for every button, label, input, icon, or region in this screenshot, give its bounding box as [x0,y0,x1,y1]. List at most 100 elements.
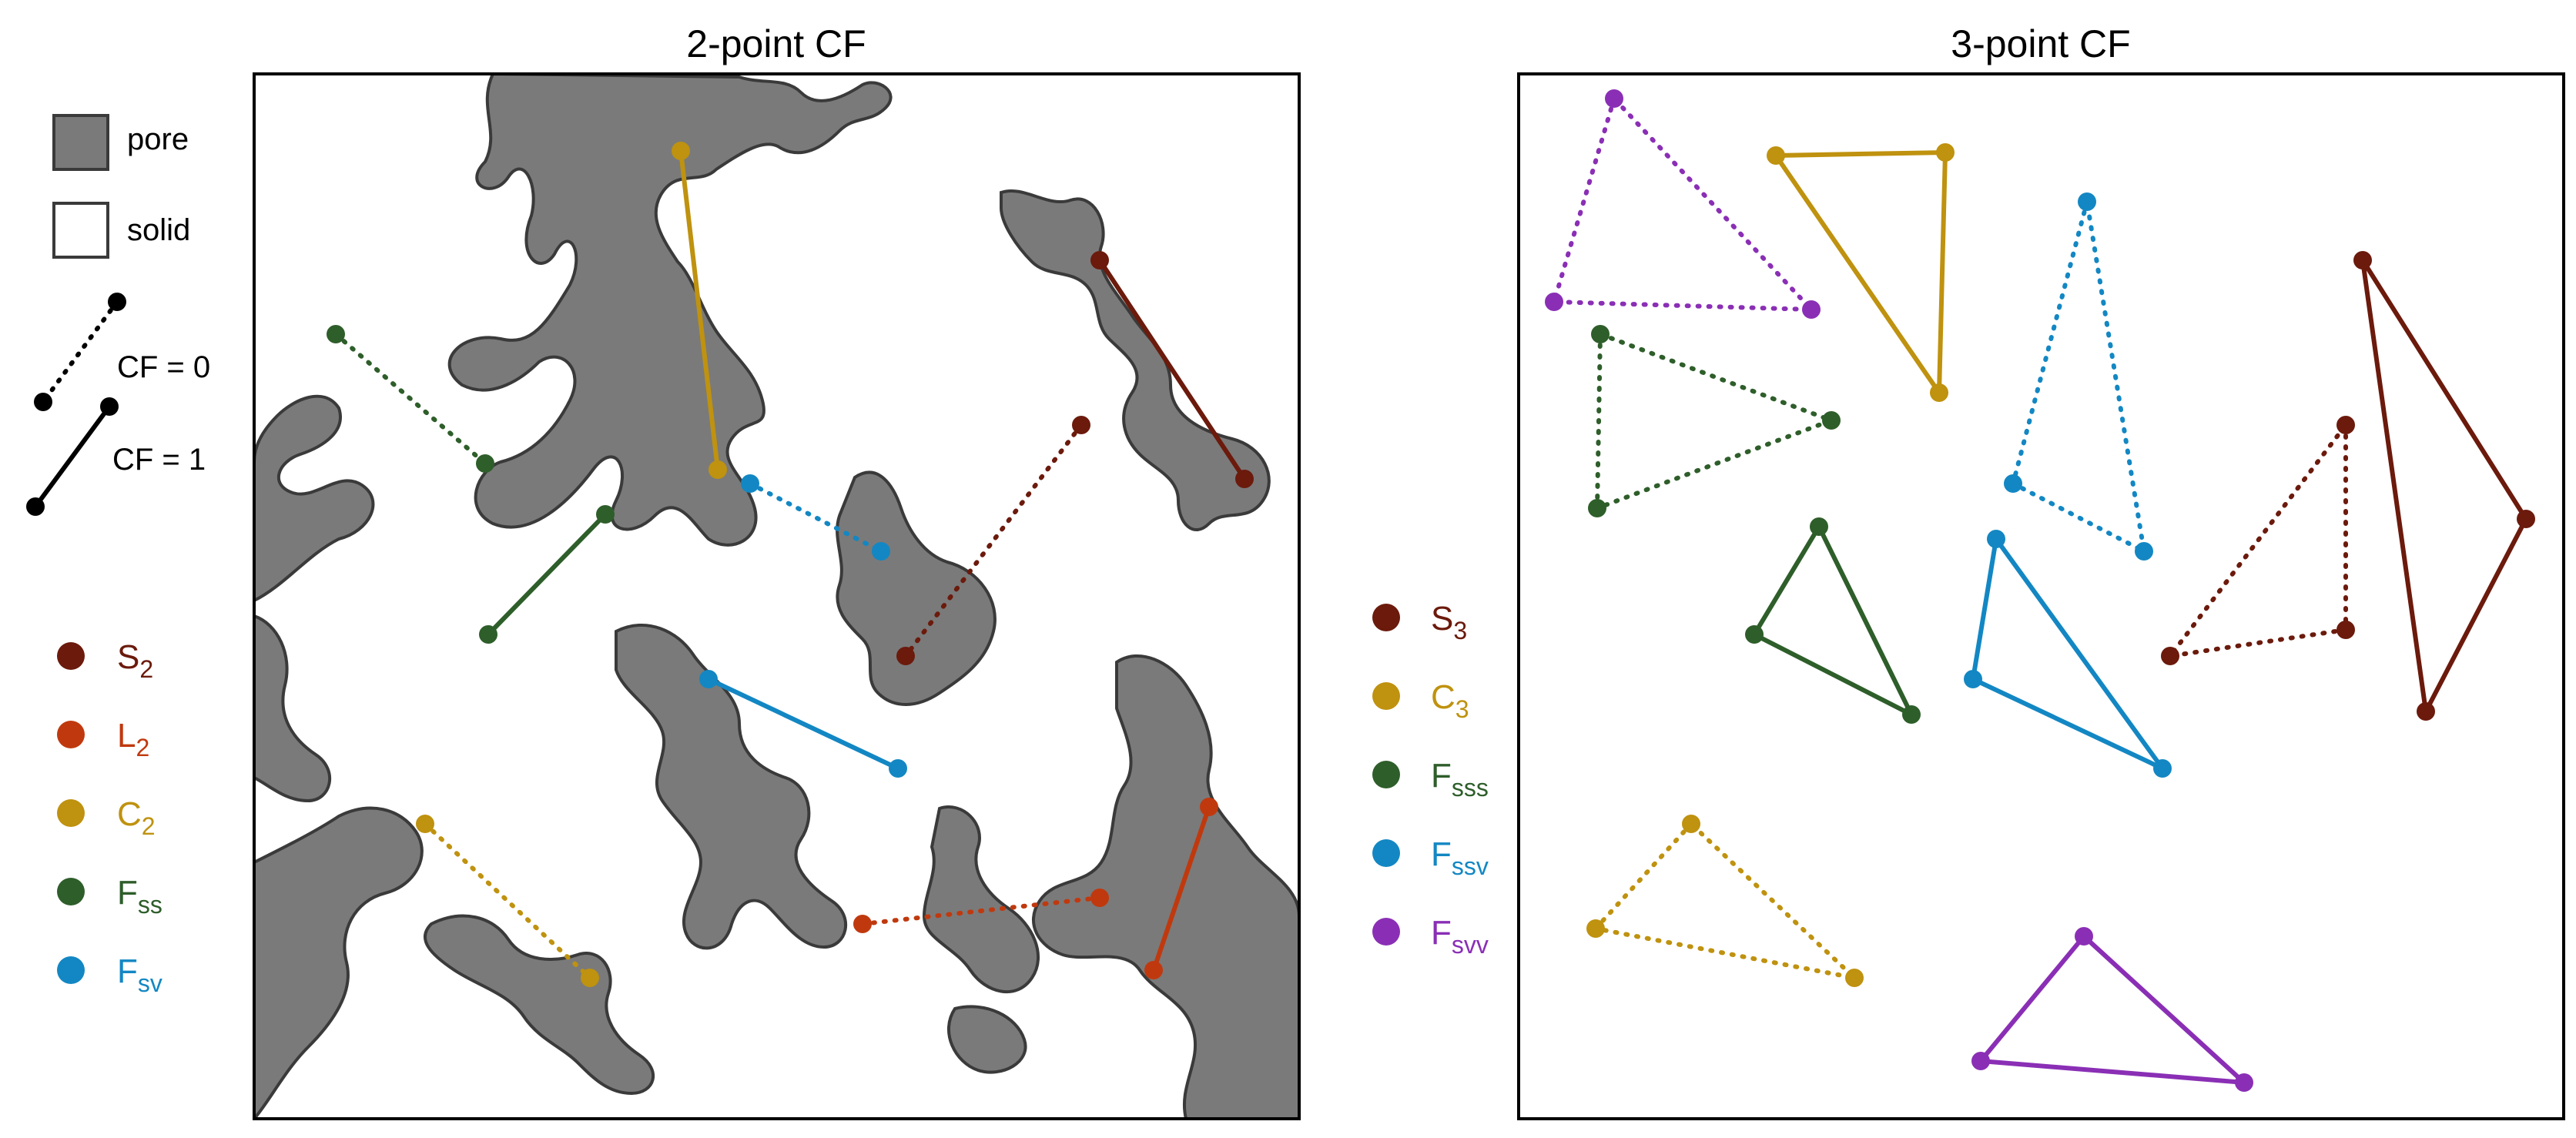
legend-dot [57,721,85,748]
legend-label-base: F [117,874,138,912]
legend-label-base: F [1431,914,1452,952]
cf1-point [26,497,45,516]
fsss-point [1745,625,1764,644]
c3-dotted-triangle [1591,820,1862,982]
solid-swatch [52,202,109,259]
c3-point [1936,143,1955,162]
left-panel [253,72,1301,1120]
right-panel-title: 3-point CF [1951,22,2130,65]
legend-dot [57,878,85,905]
cf1-point [100,397,119,416]
right-pore-structure [1519,74,2564,1119]
legend-label-base: F [1431,835,1452,873]
legend-dot [57,956,85,984]
c3-point [1767,146,1785,165]
s3-solid-triangle [2360,259,2529,719]
fssv-point [2004,474,2022,493]
c2-point [672,142,690,160]
legend-label-subscript: svv [1452,931,1489,959]
legend-dot [57,642,85,670]
s2-point [896,647,915,665]
fsvv-point [1971,1052,1990,1070]
cf0-label: CF = 0 [117,350,210,384]
fsss-point [1810,517,1828,536]
fsvv-solid-triangle [1976,932,2251,1086]
right-panel-frame [1517,72,2565,1120]
phase-legend: pore solid CF = 0 CF = 1 [26,114,210,516]
legend-label-base: F [1431,757,1452,795]
s3-dotted-triangle [2165,418,2348,660]
fsss-dotted-triangle [1594,330,1838,512]
fsv-point [741,474,759,493]
legend-label-base: S [1431,600,1453,638]
c3-solid-triangle [1771,149,1948,400]
s3-point [2517,510,2535,528]
fssv-dotted-triangle [2010,201,2147,556]
fsss-point [1822,411,1841,430]
legend-label-base: L [117,717,136,755]
legend-label-base: C [117,795,142,833]
fssv-point [1964,670,1982,688]
c3-point [1930,383,1948,402]
legend-label-base: C [1431,678,1455,716]
legend-label-subscript: 3 [1453,617,1467,644]
legend-dot [1372,604,1400,631]
pore-label: pore [127,122,189,156]
c3-point [1586,919,1605,938]
fsss-solid-triangle [1750,521,1917,720]
c2-point [416,815,434,833]
cf0-point [34,393,52,411]
left-pore-structure [254,74,1299,1119]
fsv-solid-line [707,677,899,771]
legend-label: L2 [117,717,149,761]
fsv-point [889,759,907,778]
solid-label: solid [127,213,190,247]
fss-solid-line [486,512,608,637]
s2-point [1235,470,1254,488]
legend-label-subscript: sv [138,969,162,997]
fssv-point [2135,542,2153,561]
l2-point [1090,889,1109,907]
l2-point [1200,798,1218,816]
c2-solid-line [678,150,720,470]
legend-label-subscript: ssv [1452,852,1489,880]
fsss-point [1591,325,1610,343]
fss-point [479,625,497,644]
c3-point [1845,969,1864,987]
cf0-point [108,293,126,311]
s2-point [1072,416,1090,434]
left-panel-frame [253,72,1301,1120]
l2-solid-line [1151,806,1211,971]
legend-label-subscript: ss [138,891,162,919]
c2-point [708,460,727,479]
legend-label-subscript: sss [1452,774,1489,802]
legend-dot [1372,839,1400,867]
cf1-label: CF = 1 [112,443,206,477]
legend-label-subscript: 3 [1455,695,1469,723]
fss-point [476,454,494,473]
legend-label: Fssv [1431,835,1489,880]
fsv-point [699,670,718,688]
legend-label: Fsv [117,952,162,997]
l2-dotted-line [860,895,1102,926]
fsvv-point [1545,293,1563,311]
legend-dot [1372,918,1400,946]
left-panel-title: 2-point CF [686,22,866,65]
legend-label: Fsvv [1431,914,1489,959]
legend-label: C3 [1431,678,1469,723]
pore-swatch [52,114,109,171]
legend-label: C2 [117,795,156,840]
cf1-solid-line [33,405,112,508]
legend-dot [1372,682,1400,710]
s3-point [2417,702,2435,721]
fsv-point [872,542,890,561]
fssv-point [1987,530,2005,548]
c3-point [1682,815,1700,833]
right-panel [1517,72,2565,1120]
s2-point [1090,251,1109,269]
c2-point [581,969,599,987]
legend-label: S3 [1431,600,1467,644]
fssv-point [2153,759,2172,778]
s2-solid-line [1097,259,1247,480]
